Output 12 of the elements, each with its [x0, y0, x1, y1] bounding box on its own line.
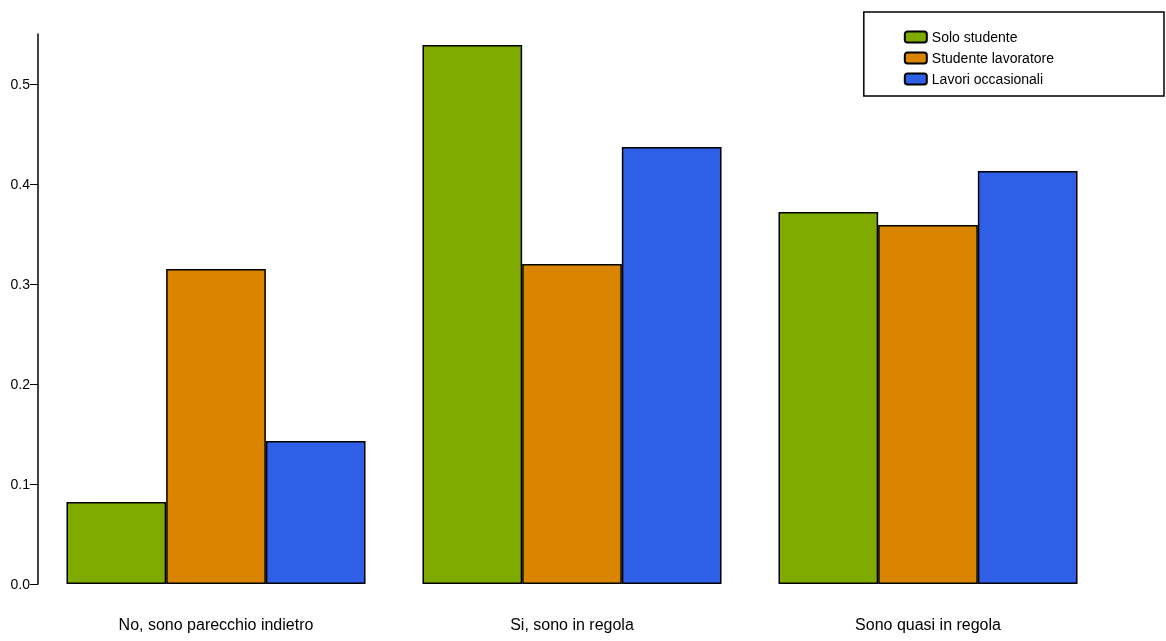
x-tick-label: Sono quasi in regola — [855, 615, 1002, 633]
y-tick-label: 0.4 — [10, 176, 31, 192]
y-tick-label: 0.0 — [10, 576, 31, 592]
x-tick-label: No, sono parecchio indietro — [118, 615, 314, 633]
legend-label: Lavori occasionali — [931, 71, 1044, 87]
legend-label: Solo studente — [931, 29, 1018, 45]
y-tick-label: 0.5 — [10, 76, 31, 92]
y-tick-label: 0.1 — [10, 476, 31, 492]
y-tick-label: 0.3 — [10, 276, 31, 292]
y-tick-label: 0.2 — [10, 376, 31, 392]
x-tick-label: Si, sono in regola — [510, 615, 634, 633]
legend-label: Studente lavoratore — [931, 50, 1055, 66]
